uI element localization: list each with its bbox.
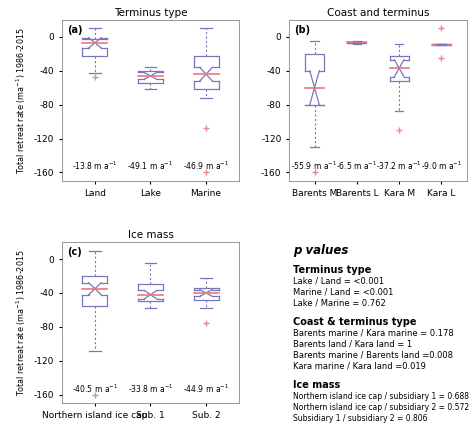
Text: (b): (b) bbox=[294, 25, 310, 35]
Text: -6.5 m a$^{-1}$: -6.5 m a$^{-1}$ bbox=[336, 160, 377, 172]
Text: -37.2 m a$^{-1}$: -37.2 m a$^{-1}$ bbox=[376, 160, 422, 172]
Text: Barents land / Kara land = 1: Barents land / Kara land = 1 bbox=[292, 340, 412, 349]
Text: Northern island ice cap / subsidiary 1 = 0.688: Northern island ice cap / subsidiary 1 =… bbox=[292, 392, 469, 401]
Y-axis label: Total retreat rate (ma$^{-1}$) 1986-2015: Total retreat rate (ma$^{-1}$) 1986-2015 bbox=[15, 27, 28, 174]
Text: Ice mass: Ice mass bbox=[292, 380, 340, 390]
Text: -9.0 m a$^{-1}$: -9.0 m a$^{-1}$ bbox=[421, 160, 462, 172]
Text: -40.5 m a$^{-1}$: -40.5 m a$^{-1}$ bbox=[72, 382, 118, 395]
Text: Marine / Land = <0.001: Marine / Land = <0.001 bbox=[292, 288, 393, 297]
Title: Ice mass: Ice mass bbox=[128, 230, 173, 240]
Title: Terminus type: Terminus type bbox=[114, 8, 187, 18]
Text: p values: p values bbox=[292, 244, 348, 257]
Text: Lake / Land = <0.001: Lake / Land = <0.001 bbox=[292, 277, 384, 286]
Text: Northern island ice cap / subsidiary 2 = 0.572: Northern island ice cap / subsidiary 2 =… bbox=[292, 403, 469, 412]
Text: (a): (a) bbox=[67, 25, 82, 35]
Text: Kara marine / Kara land =0.019: Kara marine / Kara land =0.019 bbox=[292, 362, 426, 371]
Text: -44.9 m a$^{-1}$: -44.9 m a$^{-1}$ bbox=[183, 382, 229, 395]
Text: Barents marine / Kara marine = 0.178: Barents marine / Kara marine = 0.178 bbox=[292, 329, 454, 338]
Y-axis label: Total retreat rate (ma$^{-1}$) 1986-2015: Total retreat rate (ma$^{-1}$) 1986-2015 bbox=[15, 249, 28, 396]
Text: Barents marine / Barents land =0.008: Barents marine / Barents land =0.008 bbox=[292, 351, 453, 360]
Text: -49.1 m a$^{-1}$: -49.1 m a$^{-1}$ bbox=[128, 160, 173, 172]
Text: (c): (c) bbox=[67, 247, 82, 257]
Text: -33.8 m a$^{-1}$: -33.8 m a$^{-1}$ bbox=[128, 382, 173, 395]
Text: Terminus type: Terminus type bbox=[292, 264, 371, 275]
Text: Coast & terminus type: Coast & terminus type bbox=[292, 317, 416, 327]
Text: -55.9 m a$^{-1}$: -55.9 m a$^{-1}$ bbox=[292, 160, 337, 172]
Title: Coast and terminus: Coast and terminus bbox=[327, 8, 429, 18]
Text: -13.8 m a$^{-1}$: -13.8 m a$^{-1}$ bbox=[72, 160, 118, 172]
Text: Subsidiary 1 / subsidiary 2 = 0.806: Subsidiary 1 / subsidiary 2 = 0.806 bbox=[292, 414, 427, 423]
Text: -46.9 m a$^{-1}$: -46.9 m a$^{-1}$ bbox=[183, 160, 229, 172]
Text: Lake / Marine = 0.762: Lake / Marine = 0.762 bbox=[292, 299, 385, 307]
